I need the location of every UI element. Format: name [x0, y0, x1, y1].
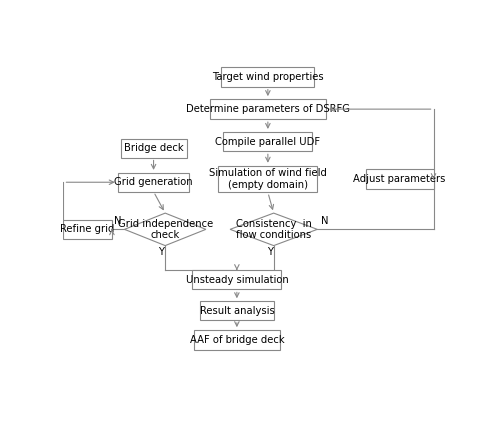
FancyBboxPatch shape [120, 139, 186, 157]
Text: Simulation of wind field
(empty domain): Simulation of wind field (empty domain) [209, 168, 327, 190]
Text: Compile parallel UDF: Compile parallel UDF [216, 137, 320, 146]
Polygon shape [230, 213, 318, 246]
FancyBboxPatch shape [192, 270, 282, 289]
FancyBboxPatch shape [210, 99, 326, 119]
Text: N: N [321, 216, 328, 225]
Polygon shape [124, 213, 206, 246]
Text: Determine parameters of DSRFG: Determine parameters of DSRFG [186, 104, 350, 114]
FancyBboxPatch shape [118, 173, 190, 192]
Text: Refine grid: Refine grid [60, 225, 115, 234]
Text: Adjust parameters: Adjust parameters [354, 174, 446, 184]
FancyBboxPatch shape [366, 169, 434, 189]
FancyBboxPatch shape [64, 220, 112, 239]
Text: Unsteady simulation: Unsteady simulation [186, 275, 288, 285]
Text: Target wind properties: Target wind properties [212, 72, 324, 81]
FancyBboxPatch shape [194, 330, 280, 349]
FancyBboxPatch shape [224, 132, 312, 151]
FancyBboxPatch shape [222, 67, 314, 87]
Text: Consistency  in
flow conditions: Consistency in flow conditions [236, 219, 312, 240]
Text: N: N [114, 216, 121, 225]
Text: Y: Y [158, 247, 164, 257]
FancyBboxPatch shape [218, 166, 318, 192]
Text: Grid independence
check: Grid independence check [118, 219, 213, 240]
Text: Y: Y [266, 247, 272, 257]
FancyBboxPatch shape [200, 301, 274, 320]
Text: AAF of bridge deck: AAF of bridge deck [190, 335, 284, 345]
Text: Result analysis: Result analysis [200, 306, 274, 316]
Text: Bridge deck: Bridge deck [124, 143, 184, 153]
Text: Grid generation: Grid generation [114, 177, 193, 187]
